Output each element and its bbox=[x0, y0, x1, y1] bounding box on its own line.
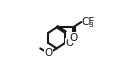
Text: O: O bbox=[44, 48, 53, 58]
Text: CF: CF bbox=[81, 17, 94, 27]
Text: O: O bbox=[66, 38, 74, 48]
Text: 3: 3 bbox=[88, 22, 93, 28]
Text: O: O bbox=[69, 33, 77, 43]
